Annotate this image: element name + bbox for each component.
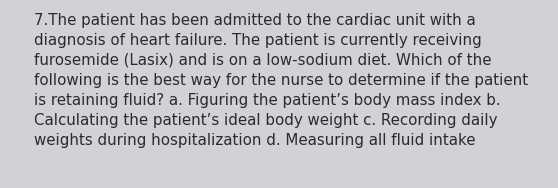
Text: 7.The patient has been admitted to the cardiac unit with a
diagnosis of heart fa: 7.The patient has been admitted to the c… xyxy=(34,13,528,148)
